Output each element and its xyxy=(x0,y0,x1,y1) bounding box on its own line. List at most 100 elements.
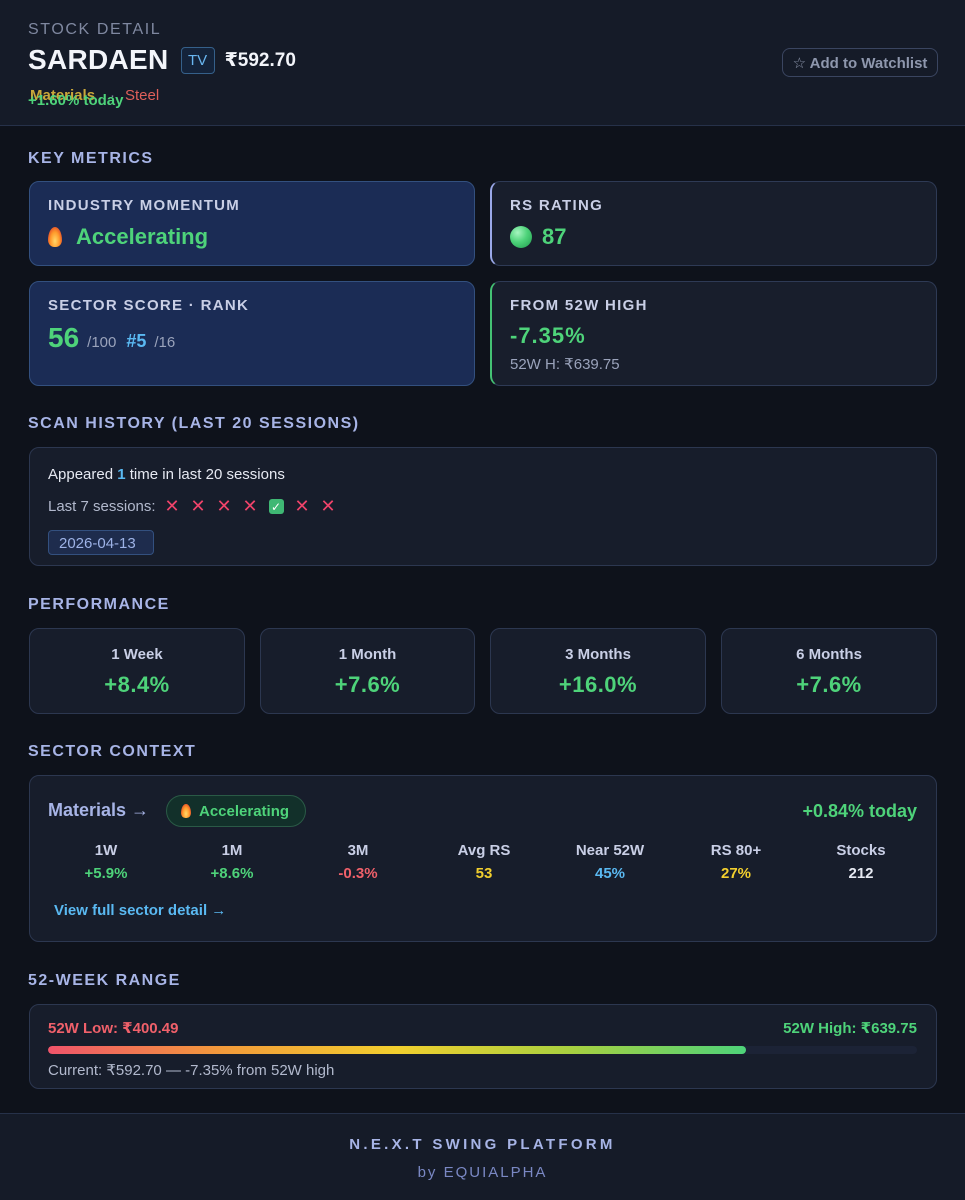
sector-rank-total: /16 xyxy=(154,334,176,351)
performance-label: 1 Week xyxy=(111,646,163,663)
sector-stat-1m: 1M +8.6% xyxy=(172,842,292,882)
scan-history-card: Appeared 1 time in last 20 sessions Last… xyxy=(29,447,937,566)
session-miss-icon: ✕ xyxy=(294,496,310,516)
range-high: 52W High: ₹639.75 xyxy=(783,1020,917,1037)
tag-separator: · xyxy=(110,87,115,104)
appeared-prefix: Appeared xyxy=(48,466,114,483)
stat-label: 3M xyxy=(347,842,369,859)
stat-label: RS 80+ xyxy=(710,842,762,859)
stat-label: 1W xyxy=(94,842,118,859)
industry-momentum-value: Accelerating xyxy=(48,224,208,250)
session-miss-icon: ✕ xyxy=(164,496,180,516)
performance-value: +7.6% xyxy=(796,672,862,697)
green-dot-icon xyxy=(510,226,532,248)
sector-score-row: 56 /100 #5 /16 xyxy=(48,322,175,354)
sector-change-today: +0.84% today xyxy=(802,801,917,821)
from-52w-high-card: FROM 52W HIGH -7.35% 52W H: ₹639.75 xyxy=(490,281,937,386)
performance-card-3m: 3 Months +16.0% xyxy=(490,628,706,714)
stock-tags: Materials · Steel +1.60% today xyxy=(28,87,230,109)
add-to-watchlist-button[interactable]: ☆ Add to Watchlist xyxy=(782,48,938,77)
appeared-count: 1 xyxy=(117,466,126,483)
page-footer: N.E.X.T SWING PLATFORM by EQUIALPHA xyxy=(0,1113,965,1200)
view-sector-detail-link[interactable]: View full sector detail → xyxy=(54,902,227,919)
sector-score-value: 56 xyxy=(48,322,80,353)
range-low: 52W Low: ₹400.49 xyxy=(48,1020,179,1037)
performance-value: +8.4% xyxy=(104,672,170,697)
page-header: STOCK DETAIL SARDAEN TV ₹592.70 Material… xyxy=(0,0,965,126)
industry-tag: Steel xyxy=(125,87,160,104)
performance-card-1w: 1 Week +8.4% xyxy=(29,628,245,714)
stat-value: 27% xyxy=(720,865,752,882)
industry-momentum-label: INDUSTRY MOMENTUM xyxy=(48,197,241,214)
performance-title: PERFORMANCE xyxy=(28,596,170,613)
session-miss-icon: ✕ xyxy=(216,496,232,516)
session-miss-icon: ✕ xyxy=(242,496,258,516)
stat-value: 212 xyxy=(848,865,874,882)
page-eyebrow: STOCK DETAIL xyxy=(28,21,162,38)
platform-byline: by EQUIALPHA xyxy=(417,1164,548,1181)
rs-rating-value: 87 xyxy=(510,224,566,250)
last-7-label: Last 7 sessions: xyxy=(48,498,156,515)
stock-symbol: SARDAEN xyxy=(28,44,169,75)
52w-high-price: 52W H: ₹639.75 xyxy=(510,356,620,373)
sector-stat-near-52w: Near 52W 45% xyxy=(550,842,670,882)
stat-value: +5.9% xyxy=(84,865,128,882)
sector-tag[interactable]: Materials xyxy=(30,87,96,104)
performance-label: 6 Months xyxy=(796,646,862,663)
performance-card-6m: 6 Months +7.6% xyxy=(721,628,937,714)
rs-rating-text: 87 xyxy=(542,224,567,249)
sector-stat-stocks: Stocks 212 xyxy=(801,842,921,882)
scan-date-chip[interactable]: 2026-04-13 xyxy=(48,530,154,555)
performance-label: 3 Months xyxy=(565,646,631,663)
from-52w-high-value: -7.35% xyxy=(510,323,586,348)
stat-value: 45% xyxy=(594,865,626,882)
stat-value: 53 xyxy=(475,865,493,882)
session-hit-icon: ✓ xyxy=(268,499,284,514)
range-52w-title: 52-WEEK RANGE xyxy=(28,972,181,989)
session-miss-icon: ✕ xyxy=(320,496,336,516)
performance-value: +16.0% xyxy=(558,672,638,697)
from-52w-high-label: FROM 52W HIGH xyxy=(510,297,648,314)
sector-context-card: Materials → Accelerating +0.84% today 1W… xyxy=(29,775,937,942)
key-metrics-title: KEY METRICS xyxy=(28,150,154,167)
change-today: +1.60% today xyxy=(28,92,124,109)
stock-price: ₹592.70 xyxy=(224,49,296,71)
tradingview-button[interactable]: TV xyxy=(180,46,215,74)
stat-label: Avg RS xyxy=(457,842,511,859)
range-52w-card: 52W Low: ₹400.49 52W High: ₹639.75 Curre… xyxy=(29,1004,937,1089)
industry-momentum-card: INDUSTRY MOMENTUM Accelerating xyxy=(29,181,475,266)
sector-score-max: /100 xyxy=(87,334,117,351)
sector-momentum-text: Accelerating xyxy=(199,802,290,820)
sector-context-title: SECTOR CONTEXT xyxy=(28,743,197,760)
sector-name-link[interactable]: Materials → xyxy=(48,800,150,820)
range-track xyxy=(48,1046,917,1054)
stat-label: 1M xyxy=(221,842,243,859)
sector-momentum-badge: Accelerating xyxy=(166,795,307,827)
session-miss-icon: ✕ xyxy=(190,496,206,516)
flame-icon xyxy=(181,804,191,818)
sector-rank-value: #5 xyxy=(126,331,147,351)
performance-value: +7.6% xyxy=(334,672,401,697)
stat-label: Near 52W xyxy=(575,842,645,859)
title-row: SARDAEN TV ₹592.70 xyxy=(28,44,296,76)
sector-stat-rs-80: RS 80+ 27% xyxy=(676,842,796,882)
stat-label: Stocks xyxy=(836,842,886,859)
rs-rating-label: RS RATING xyxy=(510,197,604,214)
scan-appearance-summary: Appeared 1 time in last 20 sessions xyxy=(48,466,285,483)
sector-stat-3m: 3M -0.3% xyxy=(298,842,418,882)
appeared-suffix: time in last 20 sessions xyxy=(129,466,285,483)
platform-title: N.E.X.T SWING PLATFORM xyxy=(349,1136,616,1153)
performance-card-1m: 1 Month +7.6% xyxy=(260,628,475,714)
sector-stat-avg-rs: Avg RS 53 xyxy=(424,842,544,882)
industry-momentum-text: Accelerating xyxy=(76,224,209,249)
scan-history-title: SCAN HISTORY (LAST 20 SESSIONS) xyxy=(28,415,360,432)
performance-label: 1 Month xyxy=(338,646,397,663)
sector-stat-1w: 1W +5.9% xyxy=(46,842,166,882)
stat-value: +8.6% xyxy=(210,865,254,882)
flame-icon xyxy=(48,227,62,247)
range-fill xyxy=(48,1046,746,1054)
rs-rating-card: RS RATING 87 xyxy=(490,181,937,266)
range-current: Current: ₹592.70 — -7.35% from 52W high xyxy=(48,1062,335,1079)
sector-score-label: SECTOR SCORE · RANK xyxy=(48,297,250,314)
stat-value: -0.3% xyxy=(338,865,378,882)
